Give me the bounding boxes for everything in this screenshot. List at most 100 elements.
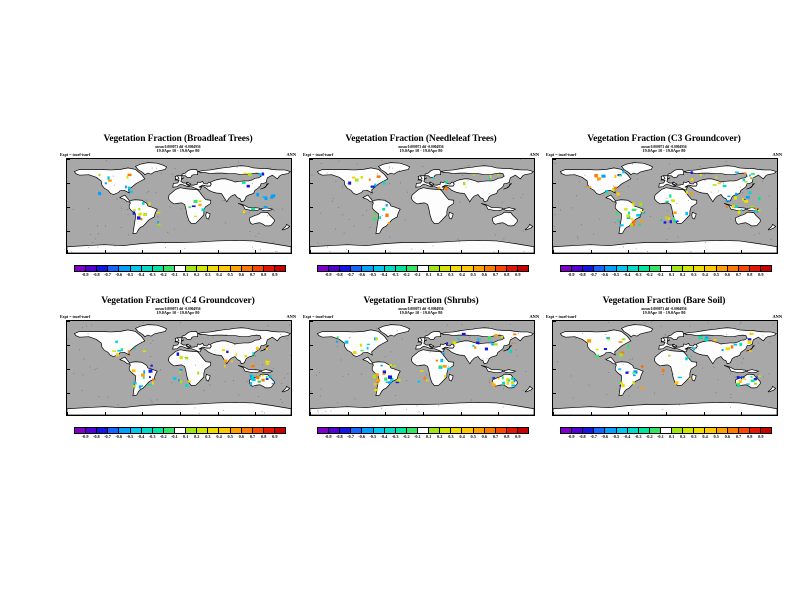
lon-tick-mark [460,250,462,253]
colorbar-tick-label: -0.9 [324,434,332,439]
colorbar-cell [605,266,617,271]
lon-tick-mark [628,250,630,253]
lon-tick-mark [67,412,68,415]
colorbar-cell [75,428,87,433]
map-raster [310,324,534,415]
colorbar-labels: -0.9 -0.8 -0.7 -0.6 -0.5 -0.4 -0.3 -0.2 -0.1 0.1 0… [74,434,286,442]
colorbar[interactable]: -0.9 -0.8 -0.7 -0.6 -0.5 -0.4 -0.3 -0.2 -0.1 0.1 0… [560,265,772,277]
colorbar-cell [119,428,131,433]
map-axes[interactable]: 90N45N045S90S180120W60W060E120E180 [552,158,778,254]
colorbar[interactable]: -0.9 -0.8 -0.7 -0.6 -0.5 -0.4 -0.3 -0.2 -0.1 0.1 0… [74,427,286,439]
colorbar-tick-label: -0.4 [380,434,388,439]
lon-tick-mark [666,250,667,253]
lat-tick-mark [310,321,313,322]
colorbar-tick-label: 0.8 [503,434,510,439]
colorbar-tick-label: -0.5 [126,272,134,277]
map-axes[interactable]: 90N45N045S90S180120W60W060E120E180 [66,158,292,254]
colorbar-tick-label: 0.1 [425,434,432,439]
colorbar-cell [649,266,661,271]
colorbar-cell [141,266,153,271]
lon-tick-mark [180,250,181,253]
panel-title: Vegetation Fraction (C4 Groundcover) [101,296,255,306]
colorbar-tick-label: 0.4 [459,434,465,439]
panel-range-text: 19.0Apr 10 - 19.0Apr 80 [642,148,686,153]
lon-tick-mark [703,412,705,415]
colorbar[interactable]: -0.9 -0.8 -0.7 -0.6 -0.5 -0.4 -0.3 -0.2 -0.1 0.1 0… [74,265,286,277]
colorbar-cell [263,266,275,271]
colorbar-tick-label: 0.4 [702,272,708,277]
map-panel: Vegetation Fraction (Broadleaf Trees) mea… [58,134,298,299]
colorbar-tick-label: 0.5 [227,434,233,439]
colorbar-strip [560,427,772,434]
panel-title: Vegetation Fraction (C3 Groundcover) [587,134,741,144]
colorbar-cell [351,428,363,433]
lon-tick-mark [423,250,424,253]
map-axes[interactable]: 90N45N045S90S180120W60W060E120E180 [552,320,778,416]
panel-title: Vegetation Fraction (Shrubs) [363,296,479,306]
colorbar-cell [406,428,418,433]
colorbar-strip [74,427,286,434]
map-panel: Vegetation Fraction (C3 Groundcover) mean… [544,134,784,299]
colorbar-cell [484,266,496,271]
map-axes[interactable]: 90N45N045S90S180120W60W060E120E180 [309,158,535,254]
map-panel: Vegetation Fraction (C4 Groundcover) mean… [58,296,298,461]
colorbar-cell [495,428,507,433]
colorbar-cell [760,428,772,433]
lon-tick-mark [385,250,387,253]
colorbar-tick-label: -0.5 [612,434,620,439]
colorbar-cell [561,428,573,433]
colorbar-tick-label: 0.5 [713,434,719,439]
colorbar-cell [417,428,430,433]
colorbar-labels: -0.9 -0.8 -0.7 -0.6 -0.5 -0.4 -0.3 -0.2 -0.1 0.1 0… [560,434,772,442]
colorbar-cell [197,266,209,271]
colorbar-cell [627,266,639,271]
colorbar-cell [694,428,706,433]
colorbar-cell [683,428,695,433]
colorbar-tick-label: 0.6 [724,434,731,439]
colorbar-cell [174,428,187,433]
lon-tick-mark [741,250,743,253]
colorbar-tick-label: -0.6 [358,272,366,277]
lat-tick-mark [553,159,556,160]
panel-range-text: 19.0Apr 10 - 19.0Apr 80 [156,310,200,315]
lat-tick-mark [310,393,313,394]
map-axes[interactable]: 90N45N045S90S180120W60W060E120E180 [309,320,535,416]
colorbar-cell [561,266,573,271]
colorbar-cell [362,428,374,433]
colorbar[interactable]: -0.9 -0.8 -0.7 -0.6 -0.5 -0.4 -0.3 -0.2 -0.1 0.1 0… [317,427,529,439]
colorbar-tick-label: 0.5 [713,272,719,277]
colorbar-tick-label: 0.3 [205,272,211,277]
colorbar-tick-label: -0.9 [81,434,89,439]
lon-tick-mark [217,412,219,415]
colorbar-cell [727,428,739,433]
lon-tick-mark [347,250,349,253]
map-axes[interactable]: 90N45N045S90S180120W60W060E120E180 [66,320,292,416]
colorbar-cell [638,266,650,271]
lon-tick-mark [590,250,592,253]
colorbar[interactable]: -0.9 -0.8 -0.7 -0.6 -0.5 -0.4 -0.3 -0.2 -0.1 0.1 0… [317,265,529,277]
colorbar-tick-label: 0.1 [668,272,675,277]
colorbar-tick-label: 0.4 [216,272,222,277]
colorbar-cell [583,428,595,433]
colorbar-tick-label: -0.7 [347,434,354,439]
colorbar-tick-label: -0.1 [657,272,664,277]
lon-tick-mark [310,250,311,253]
colorbar-cell [517,428,529,433]
colorbar-tick-label: 0.3 [448,272,454,277]
panel-title: Vegetation Fraction (Bare Soil) [602,296,726,306]
map-raster [553,321,777,415]
colorbar-tick-label: 0.2 [194,272,200,277]
colorbar-cell [97,428,109,433]
colorbar-tick-label: -0.4 [137,272,145,277]
colorbar-cell [705,428,717,433]
colorbar-tick-label: -0.2 [645,272,653,277]
colorbar[interactable]: -0.9 -0.8 -0.7 -0.6 -0.5 -0.4 -0.3 -0.2 -0.1 0.1 0… [560,427,772,439]
lat-tick-mark [553,231,556,232]
colorbar-tick-label: -0.7 [104,272,111,277]
colorbar-cell [462,266,474,271]
colorbar-cell [572,428,584,433]
panel-range-text: 19.0Apr 10 - 19.0Apr 80 [399,310,443,315]
colorbar-tick-label: -0.1 [171,272,178,277]
colorbar-cell [660,266,673,271]
colorbar-cell [130,428,142,433]
